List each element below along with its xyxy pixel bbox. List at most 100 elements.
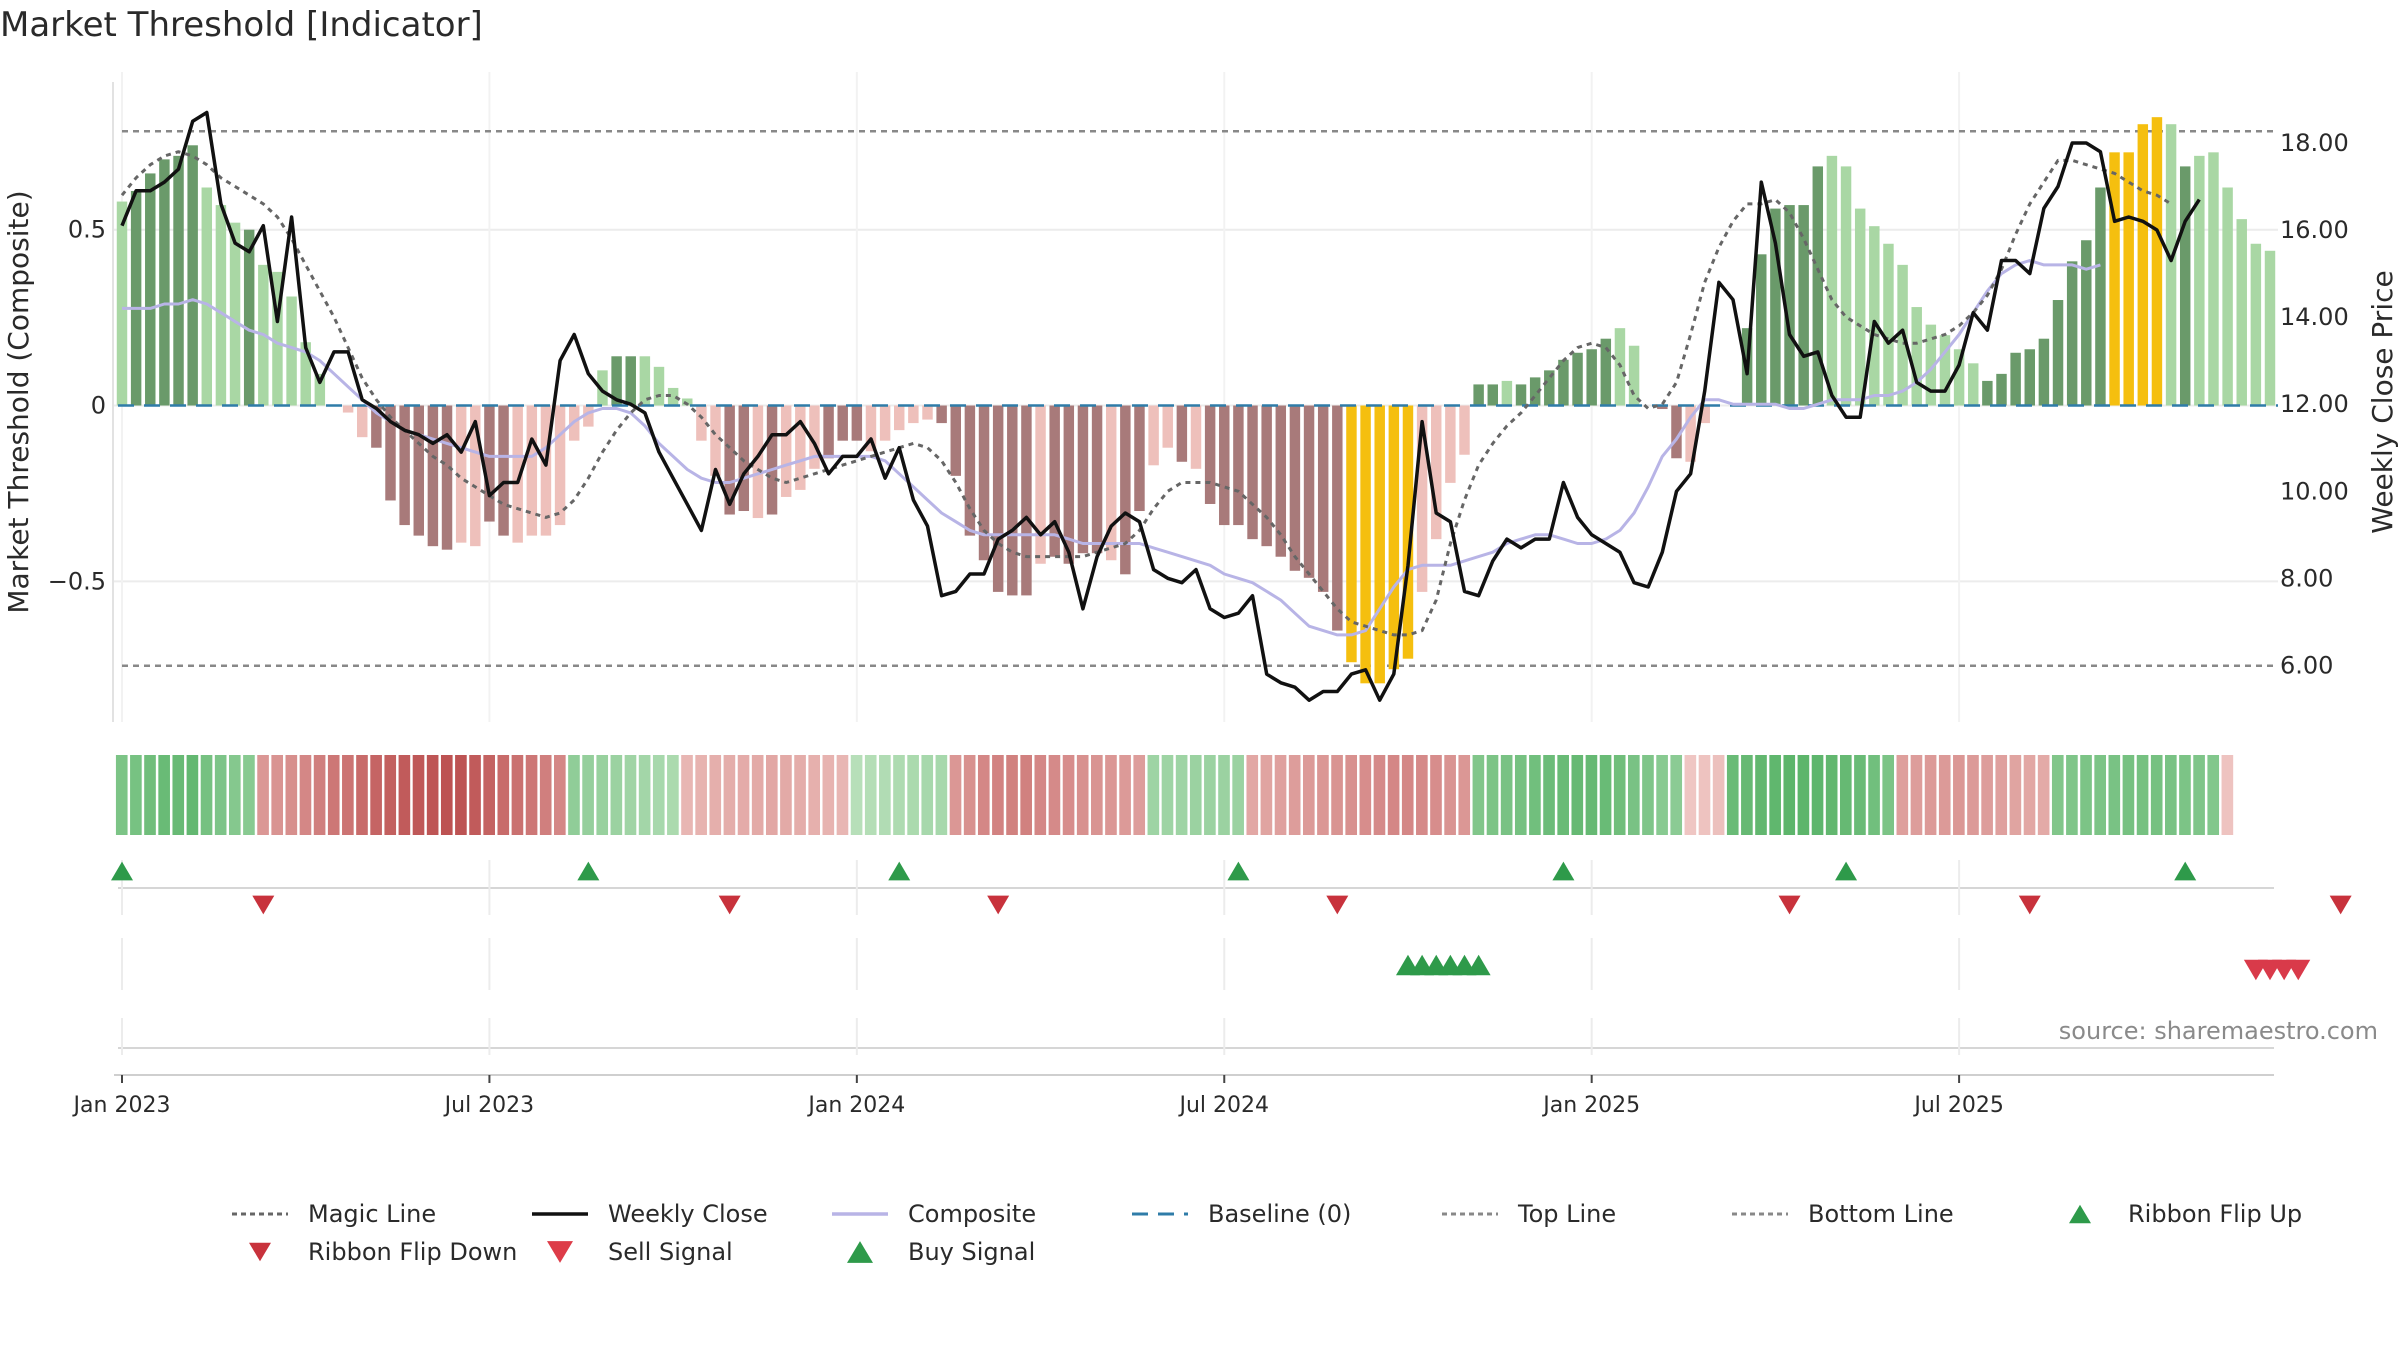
x-axis: Jan 2023 Jul 2023 Jan 2024 Jul 2024 Jan 2025… — [72, 1074, 2274, 1118]
composite-bar — [936, 405, 947, 424]
composite-bar — [1332, 405, 1343, 631]
ribbon-cell — [285, 755, 298, 835]
ribbon-cell — [1091, 755, 1103, 835]
right-tick-label: 6.00 — [2280, 651, 2333, 679]
ribbon-cell — [822, 755, 835, 835]
legend-swatch-mark — [847, 1241, 873, 1263]
composite-bar — [1431, 405, 1442, 540]
ribbon-flip-down-marker — [1326, 895, 1349, 915]
ribbon-strip — [115, 755, 2234, 835]
ribbon-cell — [1698, 755, 1711, 835]
composite-bar — [1374, 405, 1385, 684]
legend-label: Top Line — [1518, 1200, 1617, 1228]
composite-bar — [1600, 338, 1612, 406]
composite-bar — [1388, 405, 1400, 670]
ribbon-cell — [497, 755, 510, 835]
ribbon-cell — [935, 755, 948, 835]
ribbon-cell — [1387, 755, 1400, 835]
ribbon-cell — [158, 755, 170, 835]
composite-bar — [399, 405, 410, 526]
composite-bar — [1346, 405, 1357, 663]
composite-bar — [2081, 240, 2092, 406]
composite-bar — [2208, 152, 2219, 406]
composite-bar — [1063, 405, 1075, 564]
source-text: source: sharemaestro.com — [2059, 1017, 2378, 1045]
composite-bar — [2052, 300, 2064, 406]
ribbon-cell — [313, 755, 326, 835]
composite-bar — [342, 405, 354, 413]
ribbon-cell — [1274, 755, 1287, 835]
ribbon-cell — [257, 755, 269, 835]
ribbon-cell — [1218, 755, 1230, 835]
ribbon-cell — [1161, 755, 1174, 835]
ribbon-cell — [2094, 755, 2106, 835]
composite-bar — [1445, 405, 1456, 483]
composite-bar — [455, 405, 467, 543]
ribbon-cell — [1076, 755, 1089, 835]
ribbon-cell — [709, 755, 722, 835]
ribbon-cell — [568, 755, 580, 835]
ribbon-cell — [1628, 755, 1640, 835]
ribbon-cell — [1938, 755, 1951, 835]
ribbon-cell — [1119, 755, 1131, 835]
ribbon-cell — [624, 755, 637, 835]
ribbon-cell — [836, 755, 849, 835]
ribbon-cell — [1825, 755, 1838, 835]
ribbon-cell — [2122, 755, 2135, 835]
composite-bar — [2109, 152, 2120, 406]
composite-bar — [1360, 405, 1371, 684]
ribbon-cell — [2023, 755, 2036, 835]
ribbon-cell — [455, 755, 467, 835]
composite-bar — [1529, 377, 1541, 406]
composite-bar — [484, 405, 495, 522]
composite-bar — [1826, 155, 1838, 406]
axes: Market Threshold (Composite) Weekly Clos… — [2, 129, 2399, 679]
right-tick-label: 18.00 — [2280, 129, 2349, 157]
ribbon-cell — [1062, 755, 1075, 835]
ribbon-cell — [243, 755, 255, 835]
legend-item: Sell Signal — [530, 1238, 733, 1266]
ribbon-cell — [765, 755, 778, 835]
right-tick-label: 16.00 — [2280, 216, 2349, 244]
ribbon-cell — [1613, 755, 1626, 835]
composite-bar — [1303, 405, 1315, 578]
composite-bar — [1968, 363, 1979, 406]
composite-bar — [2095, 187, 2106, 406]
composite-bar — [2010, 352, 2021, 406]
composite-bar — [625, 356, 636, 406]
ribbon-cell — [2150, 755, 2163, 835]
composite-bar — [2165, 124, 2177, 406]
composite-bar — [908, 405, 919, 424]
composite-bar — [1628, 345, 1640, 406]
left-tick-label: 0 — [91, 392, 106, 420]
ribbon-cell — [1868, 755, 1880, 835]
composite-bar — [978, 405, 990, 561]
composite-bar — [1473, 384, 1484, 406]
ribbon-cell — [1345, 755, 1358, 835]
ribbon-cell — [963, 755, 976, 835]
ribbon-cell — [780, 755, 792, 835]
ribbon-cell — [1204, 755, 1216, 835]
composite-bar — [1247, 405, 1258, 540]
ribbon-cell — [864, 755, 877, 835]
ribbon-cell — [1783, 755, 1796, 835]
composite-bar — [823, 405, 834, 459]
composite-bar — [2179, 166, 2191, 406]
ribbon-cell — [2207, 755, 2220, 835]
ribbon-cell — [1175, 755, 1188, 835]
ribbon-cell — [1910, 755, 1923, 835]
ribbon-cell — [130, 755, 142, 835]
ribbon-cell — [384, 755, 397, 835]
composite-bar — [780, 405, 792, 497]
composite-bar — [1883, 243, 1894, 406]
composite-bar — [540, 405, 552, 536]
composite-bar — [795, 405, 806, 490]
legend-item: Top Line — [1440, 1200, 1616, 1228]
legend-swatch-mark — [249, 1242, 271, 1262]
composite-bar — [597, 370, 608, 406]
ribbon-cell — [214, 755, 227, 835]
composite-bar — [243, 229, 255, 406]
ribbon-cell — [342, 755, 354, 835]
composite-bar — [1233, 405, 1244, 526]
ribbon-cell — [356, 755, 368, 835]
